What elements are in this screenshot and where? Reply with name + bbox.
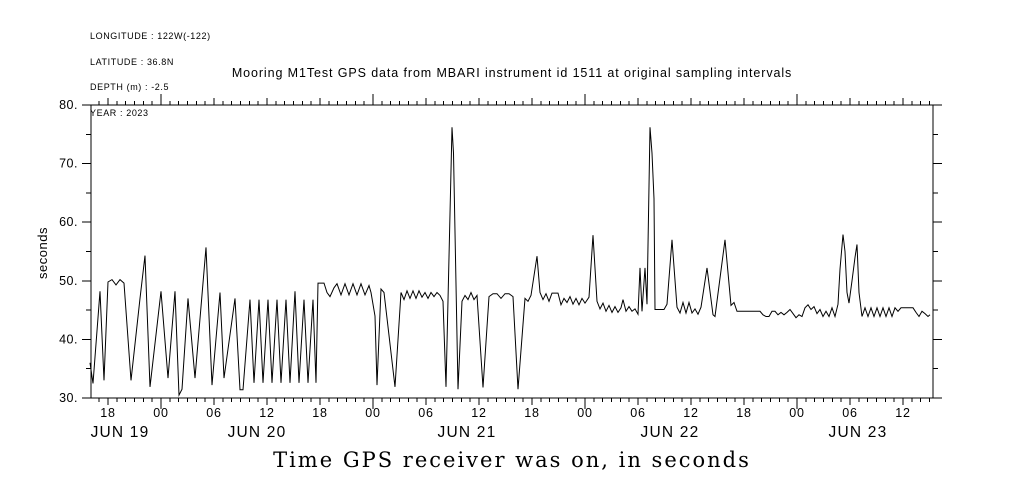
y-tick-label: 50.	[59, 274, 78, 288]
date-label: JUN 21	[438, 424, 497, 441]
x-tick-label: 18	[736, 406, 752, 420]
x-tick-label: 06	[206, 406, 222, 420]
metadata-depth: DEPTH (m) : -2.5	[90, 82, 170, 92]
metadata-latitude: LATITUDE : 36.8N	[90, 56, 174, 67]
date-label: JUN 22	[641, 424, 700, 441]
x-tick-label: 06	[418, 406, 434, 420]
y-tick-label: 70.	[59, 157, 78, 171]
plot-frame	[90, 104, 934, 399]
x-tick-label: 18	[312, 406, 328, 420]
x-tick-label: 18	[524, 406, 540, 420]
chart-caption: Time GPS receiver was on, in seconds	[273, 448, 751, 472]
station-metadata: LONGITUDE : 122W(-122) LATITUDE : 36.8N …	[90, 15, 211, 126]
x-tick-label: 00	[789, 406, 805, 420]
y-tick-label: 60.	[59, 215, 78, 229]
x-tick-label: 00	[577, 406, 593, 420]
metadata-year: YEAR : 2023	[90, 107, 149, 118]
date-label: JUN 19	[91, 424, 150, 441]
date-label: JUN 20	[228, 424, 287, 441]
x-tick-label: 06	[630, 406, 646, 420]
x-tick-label: 12	[683, 406, 699, 420]
y-tick-label: 40.	[59, 332, 78, 346]
x-tick-label: 00	[365, 406, 381, 420]
x-tick-label: 12	[895, 406, 911, 420]
x-tick-label: 06	[842, 406, 858, 420]
date-label: JUN 23	[829, 424, 888, 441]
y-tick-label: 30.	[59, 391, 78, 405]
y-tick-label: 80.	[59, 98, 78, 112]
x-tick-label: 12	[471, 406, 487, 420]
metadata-longitude: LONGITUDE : 122W(-122)	[90, 31, 211, 41]
chart-title: Mooring M1Test GPS data from MBARI instr…	[231, 66, 793, 80]
x-tick-label: 00	[153, 406, 169, 420]
x-tick-label: 18	[100, 406, 116, 420]
x-tick-label: 12	[259, 406, 275, 420]
data-line	[89, 127, 931, 398]
